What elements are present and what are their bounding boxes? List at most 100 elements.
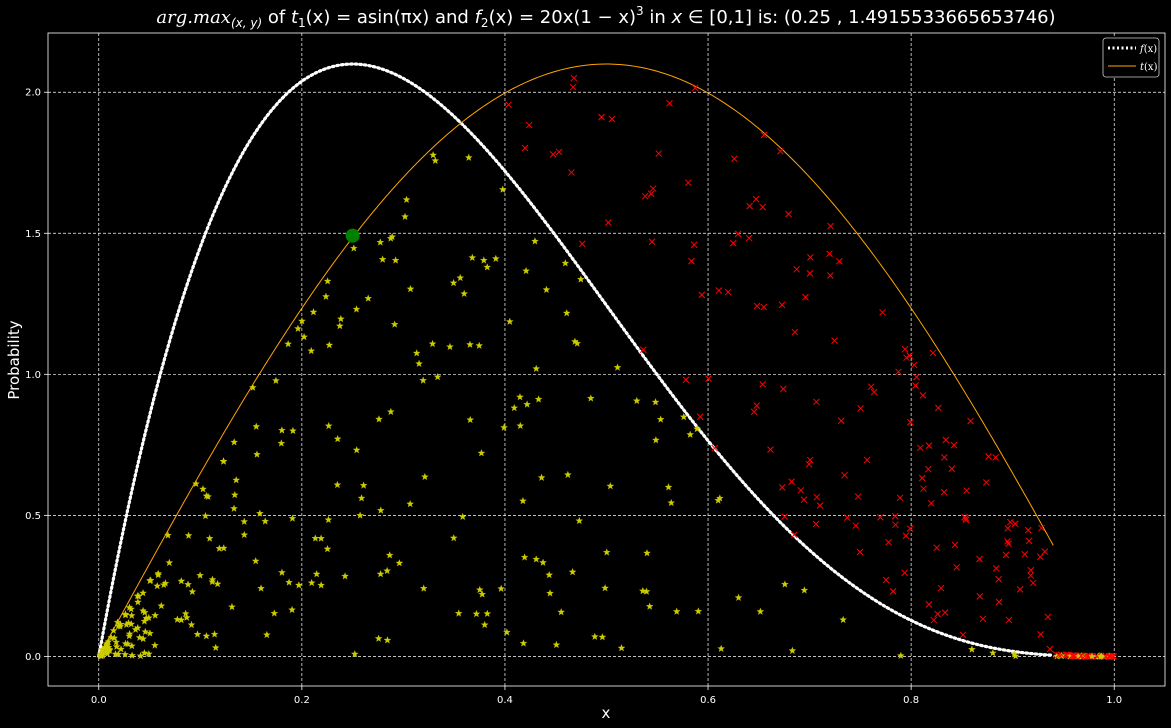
accepted-point bbox=[325, 341, 334, 349]
rejected-point bbox=[797, 486, 805, 494]
accepted-point bbox=[388, 232, 397, 241]
accepted-point bbox=[456, 273, 465, 282]
accepted-point bbox=[146, 629, 154, 637]
accepted-point bbox=[98, 645, 107, 654]
accepted-point bbox=[428, 339, 437, 348]
rejected-point bbox=[942, 436, 950, 444]
accepted-point bbox=[164, 531, 172, 539]
rejected-point bbox=[959, 631, 967, 639]
accepted-point bbox=[575, 516, 584, 525]
rejected-point bbox=[992, 454, 1000, 461]
rejected-point bbox=[1041, 548, 1049, 555]
rejected-point bbox=[760, 303, 768, 311]
accepted-point bbox=[449, 534, 458, 542]
accepted-point bbox=[598, 633, 607, 641]
rejected-point bbox=[549, 151, 557, 158]
rejected-point bbox=[920, 485, 927, 493]
accepted-point bbox=[199, 485, 207, 493]
rejected-point bbox=[827, 222, 834, 230]
rejected-point bbox=[841, 471, 848, 479]
scatter-points bbox=[96, 74, 1118, 660]
rejected-point bbox=[568, 169, 575, 176]
accepted-point bbox=[121, 611, 130, 619]
accepted-point bbox=[272, 376, 280, 384]
accepted-point bbox=[284, 340, 292, 348]
accepted-point bbox=[714, 496, 722, 504]
accepted-point bbox=[157, 601, 166, 610]
accepted-point bbox=[475, 585, 484, 594]
accepted-point bbox=[294, 324, 302, 332]
accepted-point bbox=[667, 498, 676, 507]
rejected-point bbox=[906, 525, 914, 532]
rejected-point bbox=[759, 203, 766, 211]
series-t-line bbox=[98, 63, 1054, 657]
accepted-point bbox=[694, 607, 703, 615]
accepted-point bbox=[391, 256, 400, 264]
accepted-point bbox=[376, 506, 385, 514]
accepted-point bbox=[406, 499, 414, 508]
accepted-point bbox=[352, 446, 361, 454]
accepted-point bbox=[312, 570, 321, 578]
rejected-point bbox=[910, 361, 918, 369]
accepted-point bbox=[552, 640, 561, 649]
accepted-point bbox=[406, 284, 415, 293]
accepted-point bbox=[756, 607, 765, 615]
accepted-point bbox=[192, 479, 200, 488]
rejected-point bbox=[967, 417, 974, 425]
rejected-point bbox=[647, 190, 655, 198]
accepted-point bbox=[139, 634, 148, 643]
accepted-point bbox=[182, 613, 191, 621]
accepted-point bbox=[349, 244, 358, 252]
rejected-point bbox=[1068, 652, 1076, 660]
y-tick-label: 0.5 bbox=[25, 511, 41, 522]
accepted-point bbox=[483, 263, 492, 271]
accepted-point bbox=[532, 555, 541, 563]
accepted-point bbox=[252, 422, 261, 430]
rejected-point bbox=[813, 493, 821, 501]
y-tick-label: 1.0 bbox=[25, 370, 41, 381]
rejected-point bbox=[691, 84, 699, 92]
accepted-point bbox=[213, 579, 222, 588]
accepted-point bbox=[472, 609, 481, 618]
accepted-point bbox=[557, 608, 566, 616]
rejected-point bbox=[951, 541, 959, 549]
rejected-point bbox=[895, 368, 902, 376]
accepted-point bbox=[337, 314, 345, 323]
accepted-point bbox=[145, 649, 153, 658]
legend-label-f: f(x) bbox=[1139, 44, 1157, 55]
x-tick-label: 0.2 bbox=[294, 695, 310, 706]
rejected-point bbox=[578, 240, 586, 248]
accepted-point bbox=[419, 376, 427, 384]
accepted-point bbox=[466, 415, 475, 424]
accepted-point bbox=[289, 426, 297, 435]
accepted-point bbox=[153, 582, 162, 590]
rejected-point bbox=[1006, 518, 1014, 526]
rejected-point bbox=[569, 83, 577, 91]
accepted-point bbox=[519, 639, 528, 647]
accepted-point bbox=[228, 602, 236, 611]
accepted-point bbox=[211, 643, 220, 652]
rejected-point bbox=[902, 532, 910, 540]
accepted-point bbox=[412, 349, 421, 357]
accepted-point bbox=[475, 341, 484, 349]
accepted-point bbox=[205, 534, 214, 542]
accepted-point bbox=[800, 586, 809, 594]
rejected-point bbox=[779, 385, 787, 393]
accepted-point bbox=[480, 620, 489, 629]
accepted-point bbox=[449, 278, 458, 287]
rejected-point bbox=[781, 513, 788, 521]
rejected-point bbox=[790, 531, 798, 539]
accepted-point bbox=[298, 317, 306, 325]
accepted-point bbox=[454, 609, 463, 617]
accepted-point bbox=[419, 584, 428, 592]
rejected-point bbox=[1105, 653, 1113, 660]
accepted-point bbox=[542, 285, 551, 294]
rejected-point bbox=[995, 598, 1003, 606]
rejected-point bbox=[906, 352, 913, 360]
rejected-point bbox=[857, 404, 864, 412]
accepted-point bbox=[285, 578, 293, 586]
rejected-point bbox=[901, 345, 909, 353]
accepted-point bbox=[500, 423, 508, 431]
rejected-point bbox=[745, 234, 753, 242]
